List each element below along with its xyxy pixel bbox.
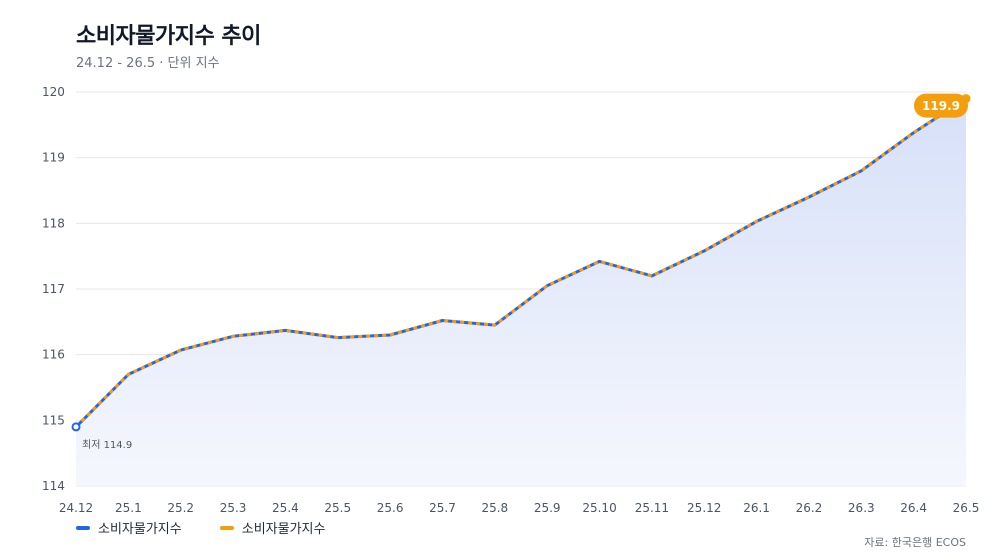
x-tick-label: 24.12: [59, 501, 93, 515]
data-point: [283, 328, 287, 332]
data-point: [598, 259, 602, 263]
x-tick-label: 26.5: [953, 501, 980, 515]
data-point: [231, 334, 235, 338]
x-tick-label: 25.7: [429, 501, 456, 515]
data-point: [336, 336, 340, 340]
x-tick-label: 25.2: [167, 501, 194, 515]
area-fill: [76, 98, 966, 486]
y-tick-label: 120: [42, 85, 65, 99]
y-tick-label: 119: [42, 151, 65, 165]
x-tick-label: 26.2: [796, 501, 823, 515]
x-tick-label: 25.6: [377, 501, 404, 515]
legend-swatch-blue: [76, 525, 90, 530]
max-value-label: 119.9: [922, 99, 960, 113]
series-line-orange: [74, 97, 967, 428]
data-point: [388, 333, 392, 337]
x-tick-label: 25.4: [272, 501, 299, 515]
legend-swatch-orange: [219, 525, 234, 530]
x-tick-label: 26.4: [900, 501, 927, 515]
x-tick-label: 25.10: [582, 501, 616, 515]
data-point: [545, 284, 549, 288]
y-tick-label: 118: [42, 216, 65, 230]
data-point: [859, 169, 863, 173]
data-point: [755, 219, 759, 223]
legend-label: 소비자물가지수: [241, 522, 326, 537]
line-chart: 114 115 116 117 118 119 120 24.12 25.1 25.2 25.3 25…: [42, 85, 980, 515]
x-tick-label: 25.5: [324, 501, 351, 515]
data-point: [650, 274, 654, 278]
data-point: [126, 372, 130, 376]
x-tick-label: 25.1: [115, 501, 142, 515]
x-tick-label: 25.12: [687, 501, 721, 515]
data-point: [702, 249, 706, 253]
legend: 소비자물가지수 소비자물가지수: [76, 518, 325, 537]
x-tick-label: 25.9: [534, 501, 561, 515]
x-tick-label: 25.8: [481, 501, 508, 515]
min-point-marker: [71, 422, 81, 432]
x-tick-label: 25.11: [635, 501, 669, 515]
max-value-badge: [914, 93, 968, 118]
source-note: 자료: 한국은행 ECOS: [864, 536, 966, 549]
y-tick-label: 114: [42, 479, 65, 493]
x-tick-label: 26.1: [743, 501, 770, 515]
chart-subtitle: 24.12 - 26.5 · 단위 지수: [76, 56, 220, 71]
data-point: [179, 348, 183, 352]
data-point: [440, 319, 444, 323]
y-tick-label: 117: [42, 282, 65, 296]
data-point: [912, 131, 916, 135]
legend-label: 소비자물가지수: [98, 522, 182, 537]
min-label: 최저 114.9: [82, 439, 132, 451]
chart-title: 소비자물가지수 추이: [76, 24, 261, 49]
x-tick-label: 26.3: [848, 501, 875, 515]
legend-item-series-b[interactable]: 소비자물가지수: [219, 518, 326, 537]
y-tick-label: 116: [42, 348, 65, 362]
legend-item-series-a[interactable]: 소비자물가지수: [76, 518, 182, 537]
y-tick-label: 115: [42, 413, 65, 427]
data-point: [493, 323, 497, 327]
data-point: [807, 195, 811, 199]
x-tick-label: 25.3: [220, 501, 247, 515]
